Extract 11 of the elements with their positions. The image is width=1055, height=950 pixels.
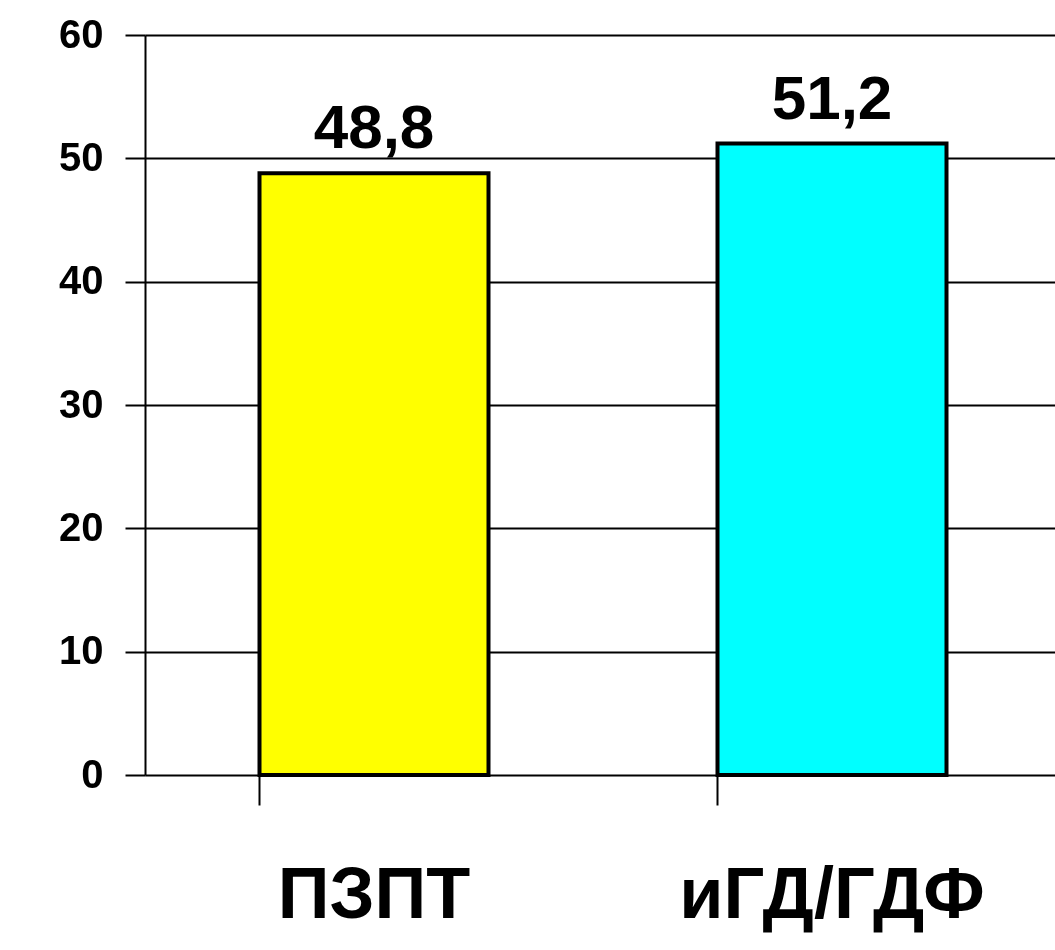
y-tick-label: 20 [59,504,104,549]
y-tick-label: 40 [59,258,104,303]
data-label: 48,8 [313,92,435,162]
x-tick-label: ПЗПТ [277,852,471,933]
y-tick-label: 0 [81,751,104,796]
y-tick-label: 50 [59,134,104,179]
x-tick-label: иГД/ГДФ [679,852,985,933]
data-label: 51,2 [771,62,893,132]
y-tick-label: 10 [59,628,104,673]
y-tick-label: 30 [59,381,104,426]
y-tick-label: 60 [59,11,104,56]
